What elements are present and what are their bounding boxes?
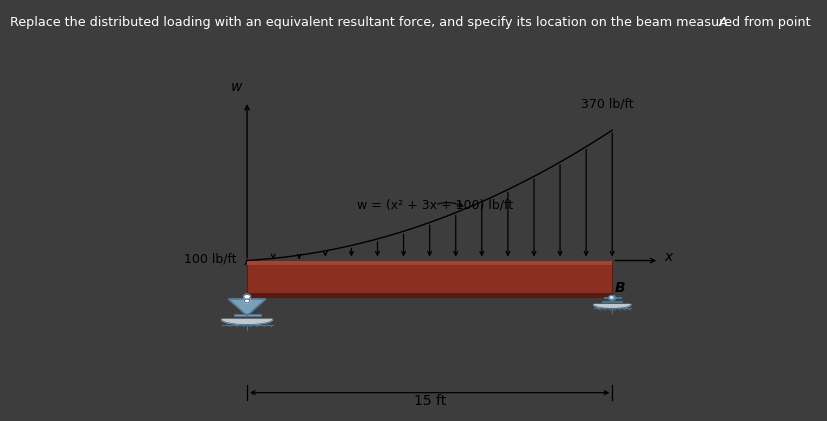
Polygon shape xyxy=(593,304,630,309)
Text: 15 ft: 15 ft xyxy=(413,394,445,408)
Text: w: w xyxy=(231,80,242,94)
Text: B: B xyxy=(614,281,624,295)
Bar xyxy=(603,297,620,298)
Bar xyxy=(233,314,261,316)
Bar xyxy=(601,301,622,303)
Circle shape xyxy=(244,299,250,303)
Bar xyxy=(246,293,611,297)
Circle shape xyxy=(608,296,615,300)
Circle shape xyxy=(243,294,250,299)
Text: A: A xyxy=(718,16,727,29)
Text: w = (x² + 3x + 100) lb/ft: w = (x² + 3x + 100) lb/ft xyxy=(356,198,512,211)
Text: 100 lb/ft: 100 lb/ft xyxy=(184,252,237,265)
Polygon shape xyxy=(228,299,265,316)
Text: Replace the distributed loading with an equivalent resultant force, and specify : Replace the distributed loading with an … xyxy=(10,16,814,29)
Bar xyxy=(246,261,611,265)
Circle shape xyxy=(609,296,612,298)
Text: .: . xyxy=(727,16,731,29)
Bar xyxy=(246,261,611,297)
Text: x: x xyxy=(663,250,672,264)
Text: A: A xyxy=(250,262,261,276)
Text: 370 lb/ft: 370 lb/ft xyxy=(581,97,633,110)
Polygon shape xyxy=(222,320,272,325)
